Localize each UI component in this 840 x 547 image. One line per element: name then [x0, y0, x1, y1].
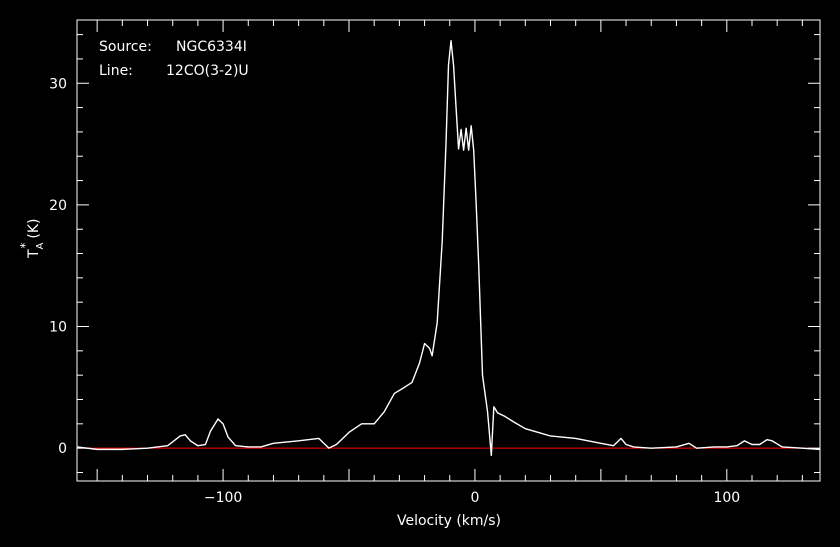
x-tick-label: −100: [204, 490, 242, 506]
y-axis-label: TA* (K): [18, 218, 46, 259]
y-axis-label-group: TA* (K): [18, 218, 46, 259]
y-axis-label-main: T: [26, 249, 42, 259]
x-tick-label: 100: [713, 490, 740, 506]
y-tick-label: 0: [58, 441, 67, 457]
source-label: Source:: [99, 39, 152, 55]
plot-frame: [76, 19, 821, 482]
plot-area: −100 0 100 0 10 20 30: [49, 19, 821, 506]
line-label: Line:: [99, 63, 133, 79]
y-axis-label-sup: *: [18, 243, 32, 249]
y-axis-label-sub: A: [35, 242, 46, 249]
y-tick-label: 20: [49, 198, 67, 214]
line-value: 12CO(3-2)U: [166, 63, 249, 79]
spectrum-series-line: [76, 39, 821, 457]
source-value: NGC6334I: [176, 39, 247, 55]
y-axis-label-unit: (K): [26, 218, 42, 238]
y-tick-label: 10: [49, 320, 67, 336]
y-tick-label: 30: [49, 76, 67, 92]
x-tick-label: 0: [470, 490, 479, 506]
x-axis-label: Velocity (km/s): [397, 513, 501, 529]
